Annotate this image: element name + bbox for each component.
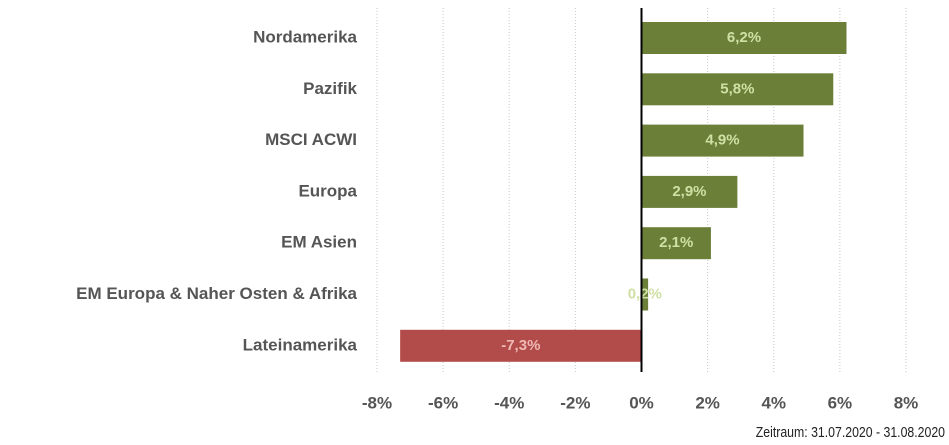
bar — [641, 73, 834, 106]
x-tick-label: -4% — [494, 393, 524, 412]
bar — [641, 22, 847, 54]
category-label: EM Asien — [281, 233, 357, 252]
x-tick-label: 8% — [894, 393, 919, 412]
value-label: 6,2% — [727, 29, 761, 46]
value-label: 4,9% — [705, 132, 739, 149]
x-tick-label: 0% — [629, 393, 654, 412]
x-tick-label: -6% — [428, 393, 458, 412]
value-label: 2,9% — [672, 183, 706, 200]
category-label: Nordamerika — [253, 27, 357, 46]
value-label: 5,8% — [720, 80, 754, 97]
category-label: Lateinamerika — [243, 335, 358, 354]
category-label: Europa — [298, 181, 357, 200]
x-tick-label: -8% — [362, 393, 392, 412]
category-label: EM Europa & Naher Osten & Afrika — [76, 284, 357, 303]
bar — [400, 329, 642, 362]
x-tick-label: -2% — [560, 393, 590, 412]
footnote: Zeitraum: 31.07.2020 - 31.08.2020 — [756, 424, 946, 440]
x-tick-label: 2% — [695, 393, 720, 412]
x-tick-label: 4% — [761, 393, 786, 412]
value-label: 0,2% — [628, 285, 662, 302]
bar — [641, 278, 649, 311]
category-label: Pazifik — [303, 79, 357, 98]
bar — [641, 227, 711, 260]
value-label: -7,3% — [501, 337, 540, 354]
x-tick-label: 6% — [828, 393, 853, 412]
bar — [641, 124, 804, 157]
bar — [641, 175, 738, 208]
value-label: 2,1% — [659, 234, 693, 251]
category-label: MSCI ACWI — [265, 130, 357, 149]
